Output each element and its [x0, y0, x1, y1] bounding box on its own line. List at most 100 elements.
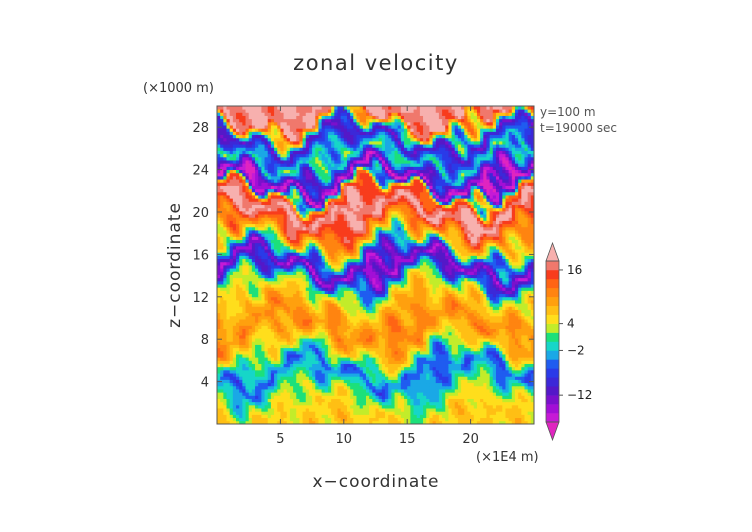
- heatmap-cell: [521, 354, 525, 358]
- heatmap-cell: [340, 369, 345, 374]
- heatmap-cell: [302, 398, 307, 403]
- heatmap-cell: [467, 382, 471, 387]
- heatmap-cell: [413, 389, 418, 393]
- heatmap-cell: [423, 360, 427, 364]
- heatmap-cell: [486, 354, 491, 358]
- heatmap-cell: [524, 398, 529, 403]
- heatmap-cell: [524, 331, 529, 336]
- heatmap-cell: [492, 357, 497, 361]
- heatmap-cell: [251, 338, 256, 342]
- heatmap-cell: [280, 389, 284, 393]
- heatmap-cell: [448, 347, 452, 352]
- heatmap-cell: [232, 338, 237, 342]
- heatmap-cell: [283, 360, 288, 364]
- heatmap-cell: [229, 350, 234, 355]
- heatmap-cell: [461, 290, 465, 295]
- heatmap-cell: [416, 268, 421, 272]
- heatmap-cell: [508, 265, 513, 269]
- heatmap-cell: [464, 395, 468, 399]
- heatmap-cell: [324, 296, 329, 301]
- heatmap-cell: [388, 411, 392, 415]
- heatmap-cell: [315, 265, 319, 269]
- heatmap-cell: [410, 338, 414, 342]
- heatmap-cell: [404, 268, 408, 272]
- heatmap-cell: [489, 299, 494, 304]
- heatmap-cell: [229, 303, 234, 307]
- heatmap-cell: [302, 382, 307, 387]
- heatmap-cell: [432, 322, 437, 326]
- heatmap-cell: [473, 299, 478, 304]
- heatmap-cell: [331, 296, 335, 301]
- heatmap-cell: [343, 417, 348, 422]
- heatmap-cell: [369, 303, 373, 307]
- heatmap-cell: [391, 363, 395, 368]
- heatmap-cell: [489, 417, 494, 422]
- heatmap-cell: [416, 354, 421, 358]
- heatmap-cell: [464, 280, 468, 285]
- heatmap-cell: [283, 265, 288, 269]
- heatmap-cell: [397, 357, 402, 361]
- heatmap-cell: [410, 360, 414, 364]
- heatmap-cell: [388, 366, 392, 371]
- heatmap-cell: [473, 404, 478, 409]
- heatmap-cell: [220, 420, 224, 424]
- heatmap-cell: [416, 369, 421, 374]
- heatmap-cell: [312, 306, 316, 310]
- heatmap-cell: [315, 303, 319, 307]
- heatmap-cell: [318, 369, 323, 374]
- heatmap-cell: [416, 347, 421, 352]
- heatmap-cell: [457, 417, 462, 422]
- heatmap-cell: [226, 319, 231, 323]
- heatmap-cell: [464, 366, 468, 371]
- heatmap-cell: [511, 382, 516, 387]
- heatmap-cell: [236, 312, 240, 317]
- heatmap-cell: [369, 328, 373, 333]
- heatmap-cell: [410, 325, 414, 329]
- heatmap-cell: [305, 379, 310, 384]
- heatmap-cell: [226, 373, 231, 377]
- heatmap-cell: [508, 293, 513, 298]
- heatmap-cell: [232, 408, 237, 412]
- heatmap-cell: [381, 389, 386, 393]
- heatmap-cell: [429, 376, 433, 380]
- heatmap-cell: [451, 277, 456, 282]
- heatmap-cell: [404, 385, 408, 390]
- heatmap-cell: [508, 350, 513, 355]
- heatmap-cell: [511, 315, 516, 320]
- heatmap-cell: [299, 392, 303, 396]
- heatmap-cell: [527, 322, 532, 326]
- heatmap-cell: [457, 414, 462, 419]
- heatmap-cell: [388, 401, 392, 406]
- heatmap-cell: [521, 280, 525, 285]
- heatmap-cell: [445, 376, 449, 380]
- heatmap-cell: [448, 284, 452, 288]
- heatmap-cell: [229, 395, 234, 399]
- heatmap-cell: [480, 265, 484, 269]
- heatmap-cell: [369, 414, 373, 419]
- heatmap-cell: [267, 284, 272, 288]
- heatmap-cell: [527, 299, 532, 304]
- heatmap-cell: [416, 414, 421, 419]
- heatmap-cell: [400, 363, 405, 368]
- heatmap-cell: [274, 341, 278, 345]
- heatmap-cell: [505, 347, 510, 352]
- heatmap-cell: [429, 354, 433, 358]
- heatmap-cell: [229, 328, 234, 333]
- heatmap-cell: [340, 401, 345, 406]
- heatmap-cell: [429, 360, 433, 364]
- heatmap-cell: [473, 293, 478, 298]
- heatmap-cell: [378, 341, 383, 345]
- heatmap-cell: [397, 404, 402, 409]
- heatmap-cell: [270, 376, 275, 380]
- heatmap-cell: [346, 290, 351, 295]
- heatmap-cell: [334, 404, 338, 409]
- heatmap-cell: [530, 268, 534, 272]
- heatmap-cell: [521, 420, 525, 424]
- heatmap-cell: [429, 303, 433, 307]
- heatmap-cell: [236, 265, 240, 269]
- heatmap-cell: [283, 334, 288, 339]
- heatmap-cell: [239, 293, 243, 298]
- heatmap-cell: [489, 334, 494, 339]
- heatmap-cell: [255, 357, 259, 361]
- heatmap-cell: [470, 389, 475, 393]
